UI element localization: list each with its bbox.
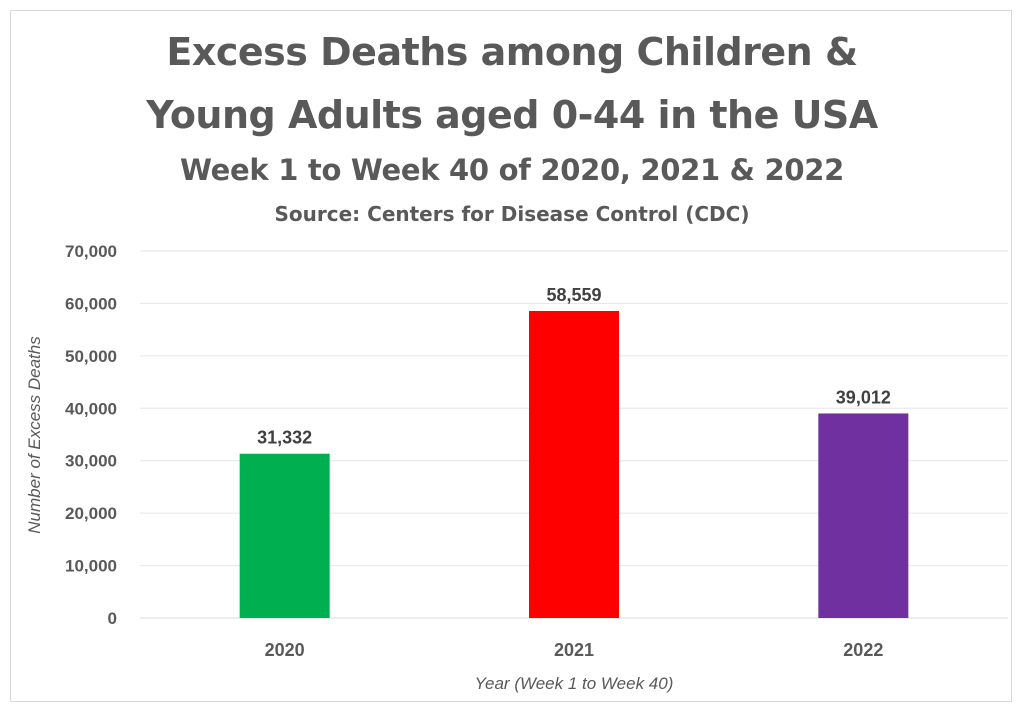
y-tick-label: 40,000 bbox=[65, 399, 117, 418]
x-tick-label-2021: 2021 bbox=[554, 640, 594, 660]
x-tick-label-2022: 2022 bbox=[843, 640, 883, 660]
data-label-2021: 58,559 bbox=[546, 285, 601, 305]
y-axis-ticks: 0 10,000 20,000 30,000 40,000 50,000 60,000 70,… bbox=[65, 242, 117, 628]
y-tick-label: 60,000 bbox=[65, 294, 117, 313]
bar-2020 bbox=[239, 453, 330, 618]
y-tick-label: 0 bbox=[108, 609, 117, 628]
data-label-2022: 39,012 bbox=[836, 387, 891, 407]
y-tick-label: 70,000 bbox=[65, 242, 117, 261]
chart-title-line-2: Young Adults aged 0-44 in the USA bbox=[146, 93, 878, 137]
y-tick-label: 20,000 bbox=[65, 504, 117, 523]
data-labels: 31,332 58,559 39,012 bbox=[257, 285, 891, 448]
y-tick-label: 10,000 bbox=[65, 557, 117, 576]
chart-title-line-1: Excess Deaths among Children & bbox=[166, 30, 858, 74]
y-tick-label: 30,000 bbox=[65, 452, 117, 471]
chart-source: Source: Centers for Disease Control (CDC… bbox=[274, 202, 750, 226]
x-axis-ticks: 2020 2021 2022 bbox=[265, 640, 884, 660]
bar-2022 bbox=[818, 413, 909, 618]
y-axis-title: Number of Excess Deaths bbox=[25, 336, 44, 534]
chart-subtitle: Week 1 to Week 40 of 2020, 2021 & 2022 bbox=[180, 153, 844, 187]
bars bbox=[239, 310, 909, 618]
y-tick-label: 50,000 bbox=[65, 347, 117, 366]
x-axis-title: Year (Week 1 to Week 40) bbox=[475, 674, 674, 693]
bar-2021 bbox=[529, 310, 619, 618]
x-tick-label-2020: 2020 bbox=[265, 640, 305, 660]
data-label-2020: 31,332 bbox=[257, 428, 312, 448]
